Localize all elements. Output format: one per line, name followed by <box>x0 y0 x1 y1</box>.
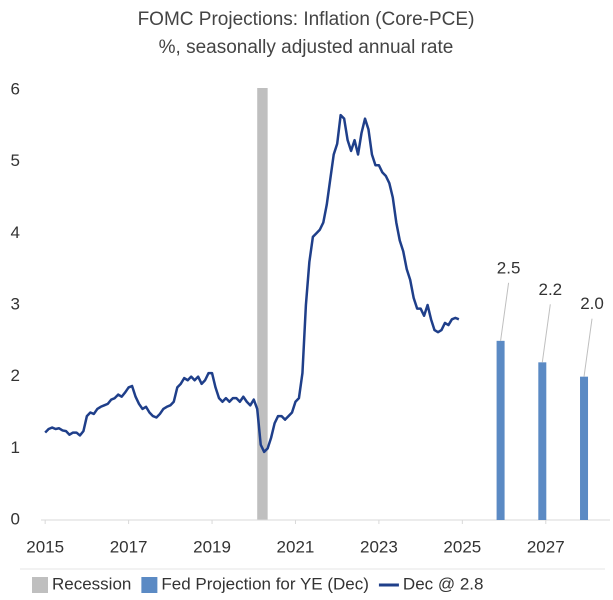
x-tick-label: 2025 <box>443 537 481 556</box>
data-label: 2.0 <box>580 294 604 313</box>
y-tick-label: 6 <box>11 79 20 98</box>
data-label: 2.5 <box>497 258 521 277</box>
projection-bar <box>538 362 547 520</box>
y-tick-label: 5 <box>11 151 20 170</box>
x-tick-label: 2015 <box>26 537 64 556</box>
y-tick-label: 1 <box>11 438 20 457</box>
label-leader <box>541 304 551 363</box>
label-leader <box>583 318 593 377</box>
legend-swatch <box>32 577 48 593</box>
legend-label: Recession <box>52 574 131 593</box>
y-tick-label: 0 <box>11 509 20 528</box>
x-tick-label: 2021 <box>277 537 315 556</box>
legend-label: Fed Projection for YE (Dec) <box>161 574 369 593</box>
inflation-line <box>44 113 460 454</box>
projection-bar <box>580 376 589 520</box>
y-tick-label: 3 <box>11 294 20 313</box>
x-tick-label: 2027 <box>527 537 565 556</box>
x-tick-label: 2019 <box>193 537 231 556</box>
data-label: 2.2 <box>538 280 562 299</box>
x-tick-label: 2017 <box>110 537 148 556</box>
projection-bar <box>496 340 505 520</box>
chart-subtitle: %, seasonally adjusted annual rate <box>159 37 454 58</box>
y-tick-label: 4 <box>11 223 20 242</box>
recession-band <box>257 88 268 520</box>
label-leader <box>500 282 510 341</box>
y-tick-label: 2 <box>11 366 20 385</box>
chart-title: FOMC Projections: Inflation (Core-PCE) <box>138 9 475 30</box>
legend-label: Dec @ 2.8 <box>403 574 484 593</box>
legend-swatch <box>141 577 158 593</box>
x-tick-label: 2023 <box>360 537 398 556</box>
